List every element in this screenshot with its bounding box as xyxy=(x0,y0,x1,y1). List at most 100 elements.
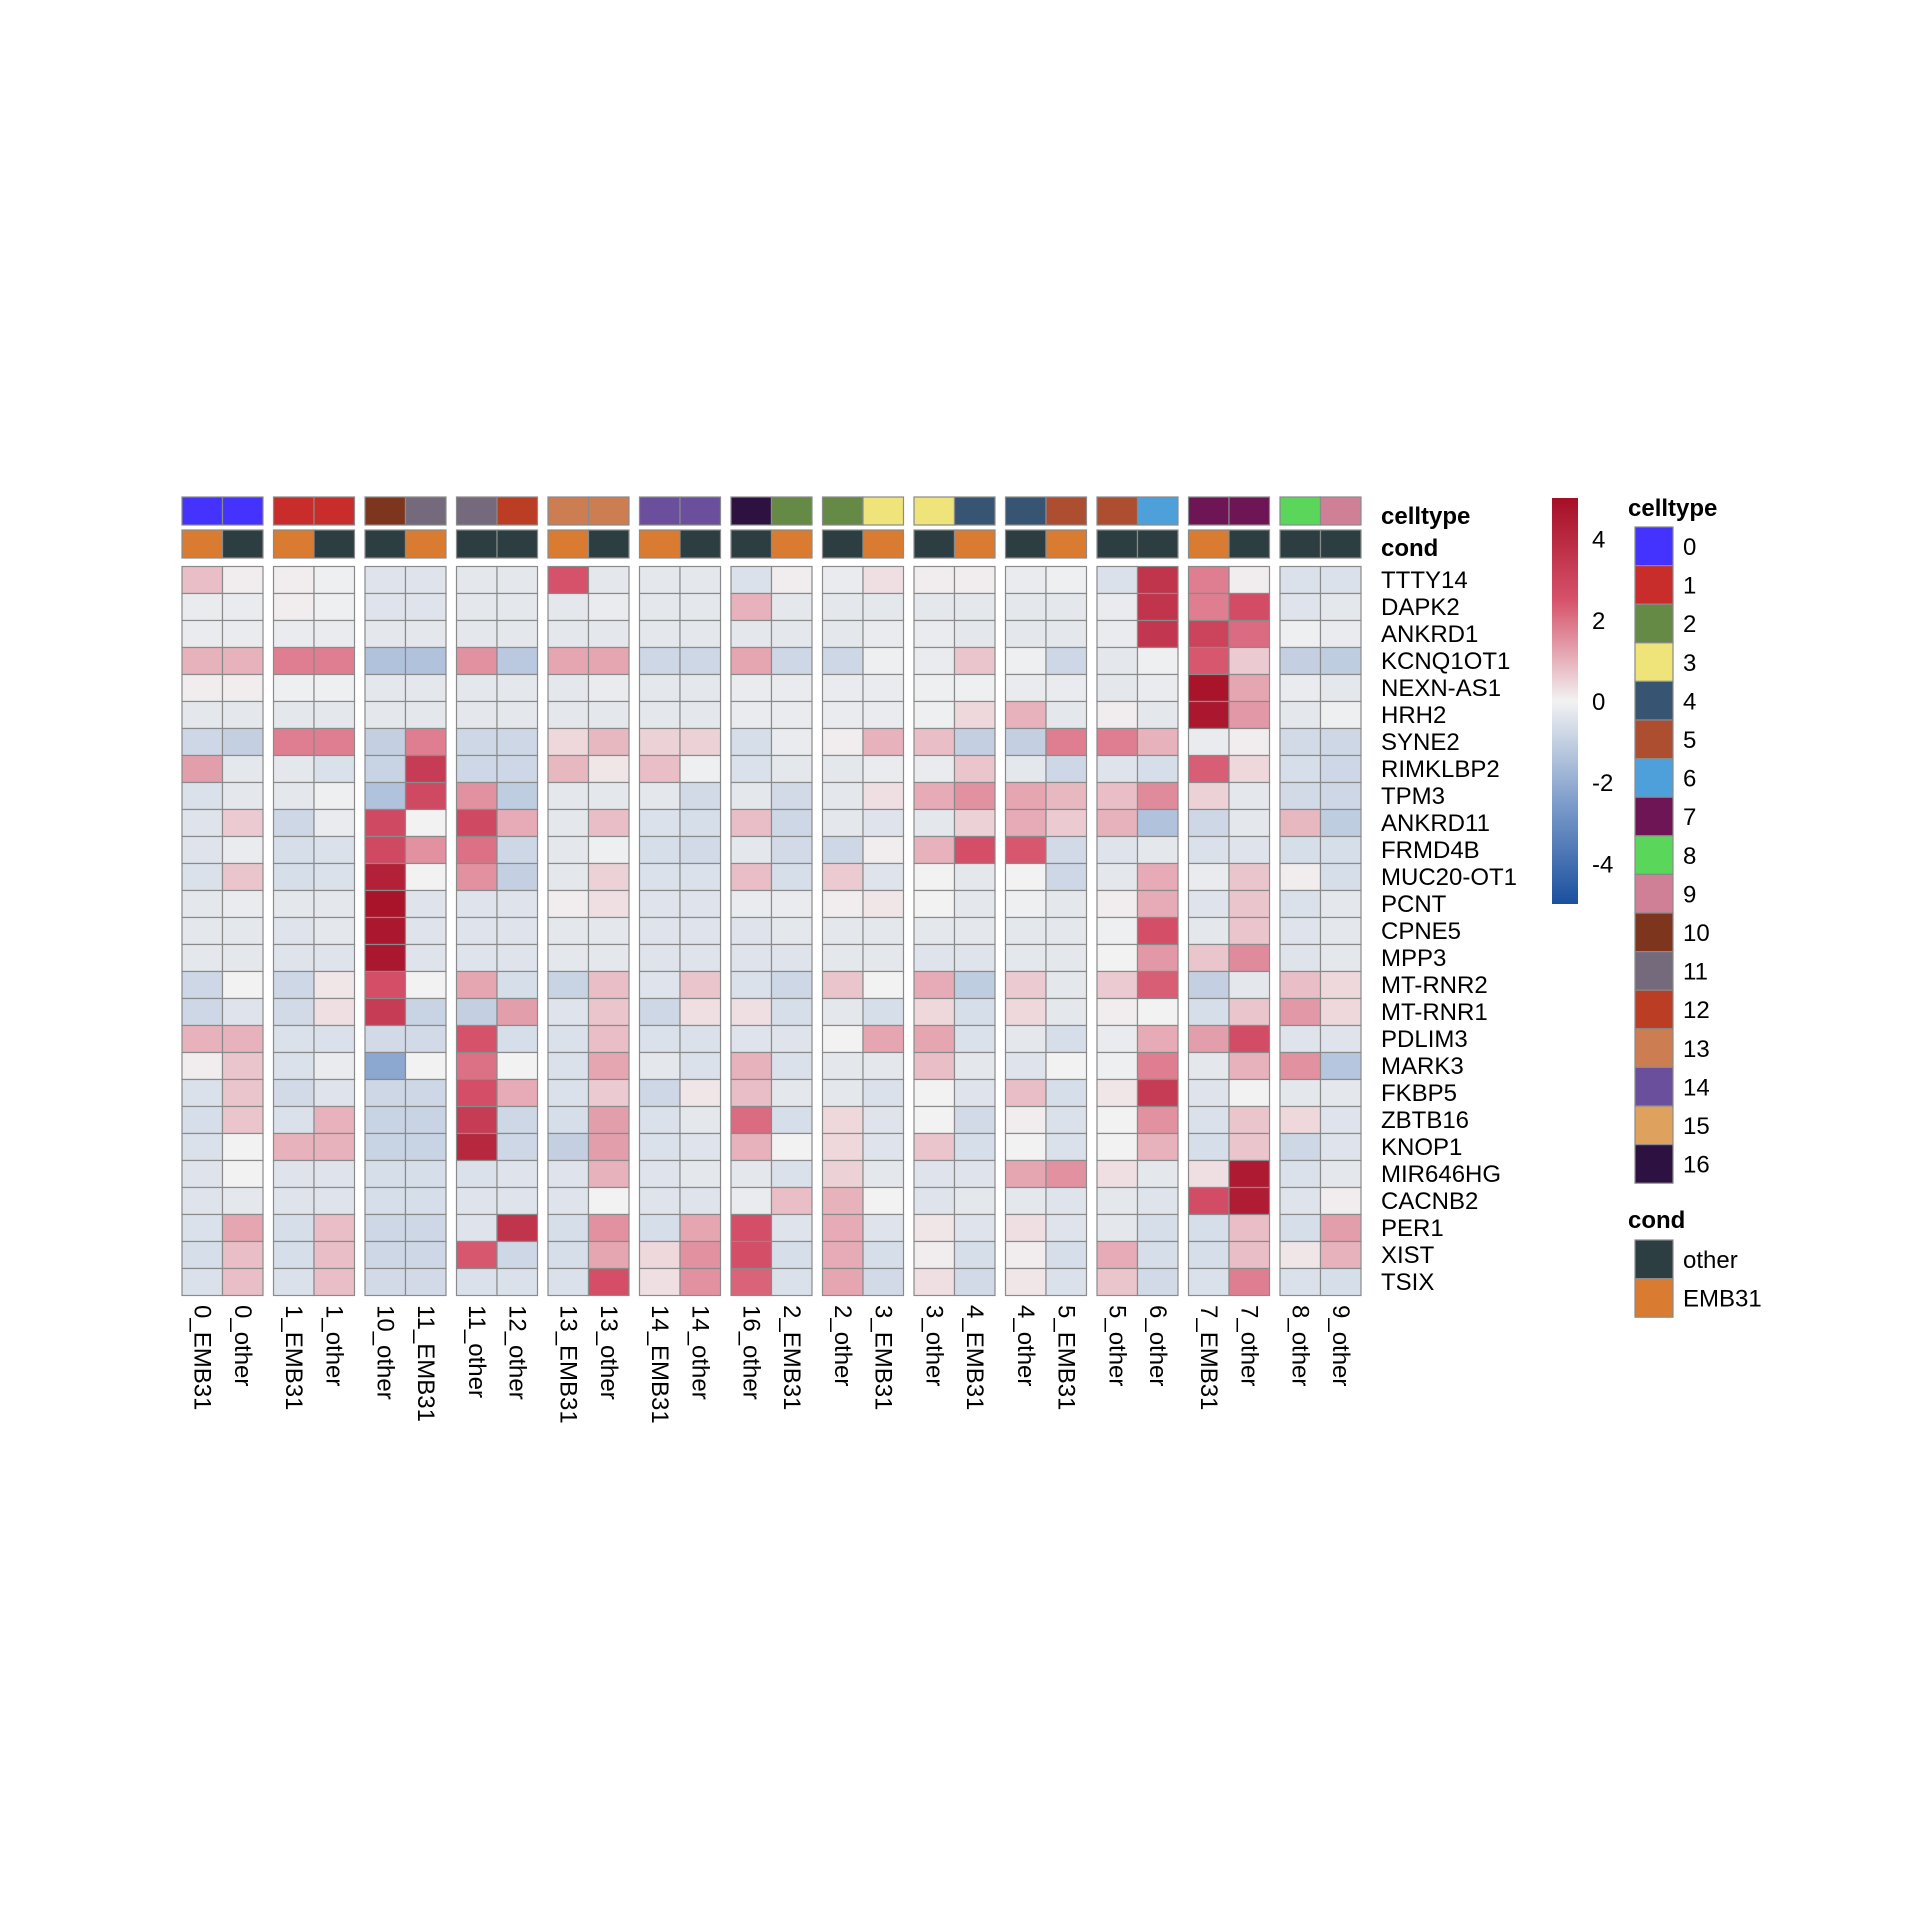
heatmap-cell xyxy=(1228,1051,1271,1081)
heatmap-cell xyxy=(364,592,407,622)
heatmap-cell xyxy=(821,646,864,676)
cond-annotation-cell xyxy=(638,529,681,559)
heatmap-cell xyxy=(1319,1159,1362,1189)
celltype-annotation-cell xyxy=(1228,496,1271,526)
heatmap-cell xyxy=(1279,1132,1322,1162)
heatmap-cell xyxy=(1136,1078,1179,1108)
heatmap-cell xyxy=(679,1105,722,1135)
column-label: 7_other xyxy=(1235,1305,1262,1386)
heatmap-cell xyxy=(638,835,681,865)
heatmap-cell xyxy=(455,700,498,730)
legend-celltype-label: 5 xyxy=(1683,727,1696,754)
heatmap-cell xyxy=(730,1078,773,1108)
heatmap-cell xyxy=(221,1240,264,1270)
heatmap-cell xyxy=(404,673,447,703)
heatmap-cell xyxy=(953,1132,996,1162)
heatmap-cell xyxy=(679,700,722,730)
row-label: MIR646HG xyxy=(1381,1161,1501,1188)
heatmap-cell xyxy=(1319,565,1362,595)
heatmap-cell xyxy=(272,1159,315,1189)
heatmap-cell xyxy=(1228,970,1271,1000)
heatmap-cell xyxy=(1096,1024,1139,1054)
heatmap-cell xyxy=(1004,808,1047,838)
celltype-annotation-cell xyxy=(1096,496,1139,526)
heatmap-cell xyxy=(496,1213,539,1243)
heatmap-cell xyxy=(1279,1213,1322,1243)
heatmap-cell xyxy=(496,1024,539,1054)
celltype-annotation-cell xyxy=(638,496,681,526)
heatmap-cell xyxy=(313,808,356,838)
heatmap-cell xyxy=(364,754,407,784)
heatmap-cell xyxy=(862,862,905,892)
heatmap-cell xyxy=(1045,673,1088,703)
row-label: XIST xyxy=(1381,1242,1435,1269)
heatmap-cell xyxy=(496,1159,539,1189)
heatmap-cell xyxy=(1136,1024,1179,1054)
heatmap-cell xyxy=(455,808,498,838)
heatmap-cell xyxy=(587,1159,630,1189)
heatmap-cell xyxy=(221,1105,264,1135)
heatmap-cell xyxy=(1004,1159,1047,1189)
heatmap-cell xyxy=(1187,808,1230,838)
heatmap-cell xyxy=(1279,808,1322,838)
celltype-annotation-cell xyxy=(221,496,264,526)
colorbar-tick-label: -2 xyxy=(1592,770,1613,797)
heatmap-cell xyxy=(1136,565,1179,595)
heatmap-cell xyxy=(1228,727,1271,757)
heatmap-cell xyxy=(913,1159,956,1189)
heatmap-cell xyxy=(1187,1213,1230,1243)
heatmap-cell xyxy=(913,1267,956,1297)
heatmap-cell xyxy=(770,700,813,730)
legend-cond-title: cond xyxy=(1628,1207,1685,1234)
heatmap-cell xyxy=(862,889,905,919)
heatmap-cell xyxy=(313,916,356,946)
heatmap-cell xyxy=(730,916,773,946)
heatmap-cell xyxy=(730,1186,773,1216)
heatmap-cell xyxy=(770,1051,813,1081)
cond-annotation-cell xyxy=(1004,529,1047,559)
column-labels: 0_EMB31 0_other 1_EMB31 1_other 10_other 11_E… xyxy=(188,1305,1354,1424)
heatmap-cell xyxy=(1279,1105,1322,1135)
heatmap-cell xyxy=(587,889,630,919)
heatmap-cell xyxy=(404,835,447,865)
heatmap-cell xyxy=(1045,916,1088,946)
heatmap-cell xyxy=(1045,1051,1088,1081)
heatmap-cell xyxy=(221,646,264,676)
heatmap-cell xyxy=(181,700,224,730)
celltype-annotation-cell xyxy=(862,496,905,526)
heatmap-cell xyxy=(1004,943,1047,973)
heatmap-cell xyxy=(1187,673,1230,703)
row-label: DAPK2 xyxy=(1381,594,1460,621)
heatmap-cell xyxy=(221,970,264,1000)
heatmap-cell xyxy=(1004,1213,1047,1243)
heatmap-cell xyxy=(638,673,681,703)
heatmap-cell xyxy=(364,1213,407,1243)
heatmap-cell xyxy=(1187,889,1230,919)
legend-celltype-label: 11 xyxy=(1683,959,1708,986)
legend-celltype-swatch xyxy=(1634,526,1674,567)
heatmap-cell xyxy=(364,862,407,892)
heatmap-cell xyxy=(313,970,356,1000)
row-label: ANKRD1 xyxy=(1381,621,1478,648)
heatmap-cell xyxy=(181,1267,224,1297)
heatmap-cell xyxy=(272,808,315,838)
heatmap-cell xyxy=(638,862,681,892)
heatmap-cell xyxy=(587,916,630,946)
heatmap-cell xyxy=(1279,754,1322,784)
heatmap-cell xyxy=(496,1132,539,1162)
heatmap-cell xyxy=(221,781,264,811)
heatmap-cell xyxy=(496,1051,539,1081)
heatmap-cell xyxy=(1228,1024,1271,1054)
heatmap-cell xyxy=(364,808,407,838)
heatmap-cell xyxy=(404,916,447,946)
heatmap-cell xyxy=(730,1051,773,1081)
heatmap-cell xyxy=(455,727,498,757)
legend-celltype-label: 8 xyxy=(1683,843,1696,870)
celltype-annotation-cell xyxy=(679,496,722,526)
heatmap-cell xyxy=(1279,835,1322,865)
legend-celltype-swatch xyxy=(1634,757,1674,798)
heatmap-cell xyxy=(638,1213,681,1243)
heatmap-cell xyxy=(862,646,905,676)
heatmap-cell xyxy=(364,1132,407,1162)
